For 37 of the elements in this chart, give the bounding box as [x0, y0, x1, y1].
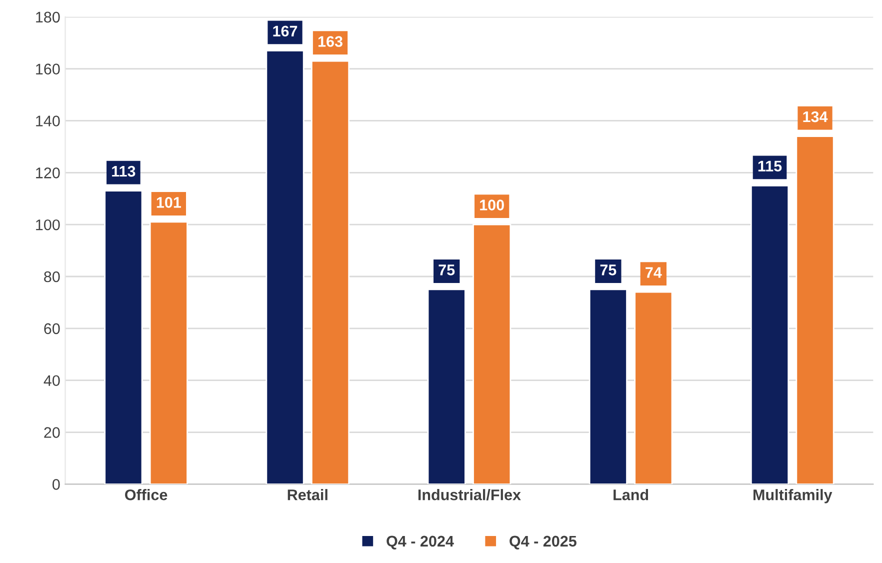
legend-label: Q4 - 2025: [510, 536, 576, 550]
bar: [588, 288, 628, 484]
bar: [310, 60, 350, 484]
bar: [149, 221, 188, 484]
bar: [104, 190, 143, 484]
y-tick-label: 120: [36, 168, 60, 178]
bar: [634, 291, 673, 484]
data-label: 113: [112, 166, 136, 177]
data-label: 167: [273, 26, 298, 37]
data-label: 163: [318, 36, 342, 47]
bar: [796, 136, 834, 484]
legend-label: Q4 - 2024: [386, 536, 454, 550]
data-label: 74: [646, 267, 662, 278]
bar: [266, 50, 304, 484]
y-tick-label: 160: [36, 64, 60, 74]
x-tick-label: Industrial/Flex: [418, 489, 521, 500]
y-tick-label: 60: [44, 323, 60, 334]
x-tick-label: Land: [614, 489, 648, 500]
y-tick-label: 0: [52, 479, 60, 490]
x-tick-label: Retail: [288, 489, 328, 500]
x-tick-label: Office: [125, 489, 168, 500]
data-label: 100: [480, 200, 504, 210]
data-label: 75: [600, 264, 616, 276]
data-label: 75: [438, 264, 455, 276]
y-tick-label: 180: [36, 12, 60, 23]
bar: [427, 288, 466, 484]
bar: [750, 184, 790, 484]
x-tick-label: Multifamily: [754, 489, 832, 504]
data-label: 115: [758, 160, 782, 172]
data-label: 134: [803, 111, 828, 122]
y-tick-label: 100: [36, 219, 60, 230]
y-tick-label: 140: [36, 116, 60, 126]
y-tick-label: 40: [44, 375, 60, 386]
y-tick-label: 20: [44, 427, 60, 438]
bar: [472, 224, 512, 484]
y-tick-label: 80: [44, 271, 60, 282]
data-label: 101: [156, 197, 181, 208]
